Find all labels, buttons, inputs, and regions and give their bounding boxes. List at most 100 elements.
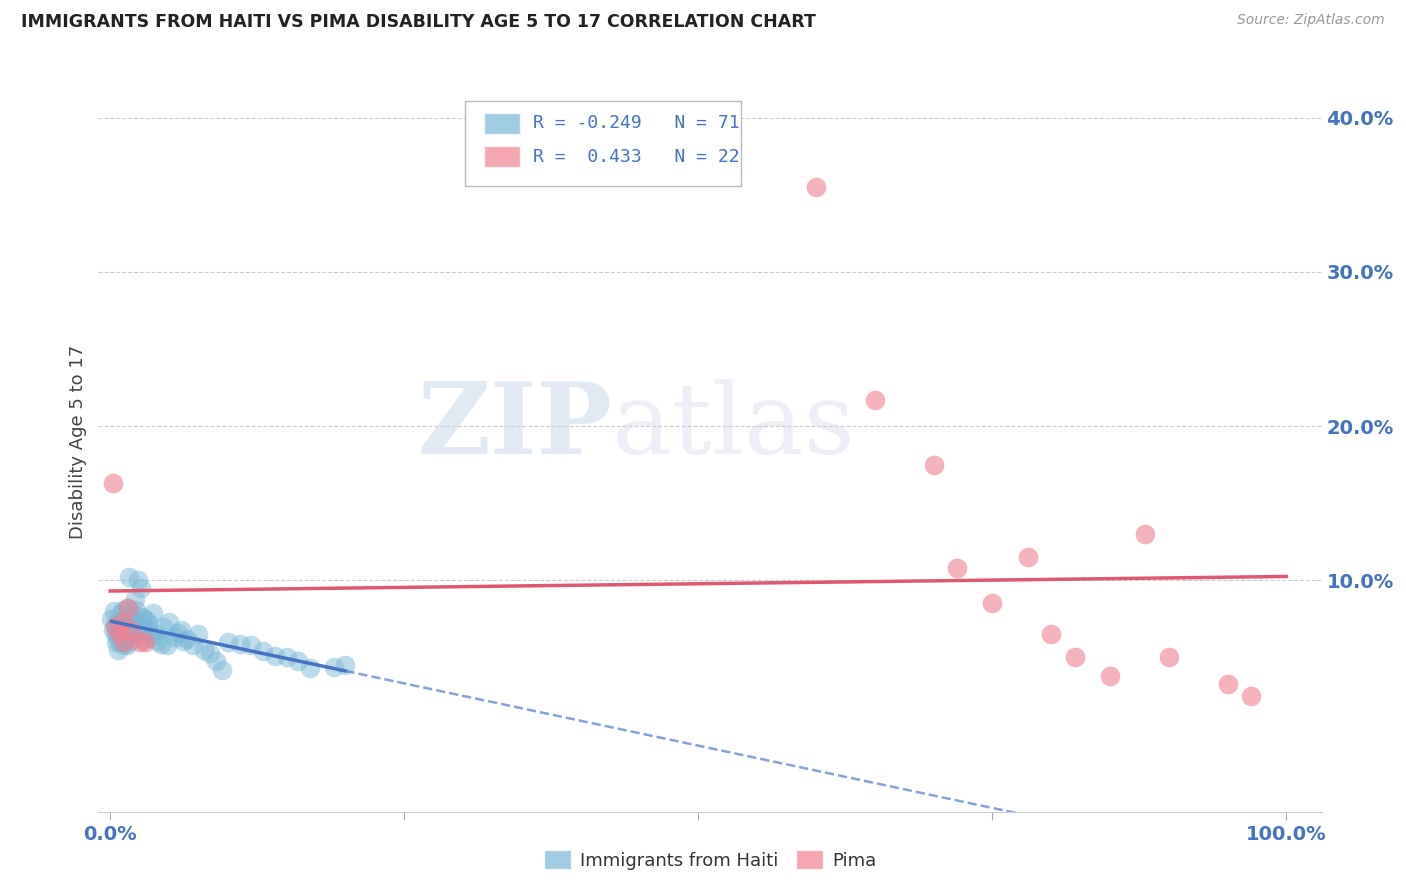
Point — [143, 625, 166, 640]
Point — [172, 633, 194, 648]
Point — [129, 581, 152, 595]
Point — [163, 631, 186, 645]
Legend: Immigrants from Haiti, Pima: Immigrants from Haiti, Pima — [536, 843, 884, 877]
Point — [108, 627, 131, 641]
Point — [120, 621, 142, 635]
Point — [122, 627, 145, 641]
Point — [111, 635, 134, 649]
Point — [138, 623, 160, 637]
Point — [108, 607, 131, 622]
Point — [112, 602, 135, 616]
Point — [1063, 650, 1085, 665]
Point — [101, 623, 124, 637]
Point — [981, 597, 1004, 611]
Point — [193, 642, 215, 657]
Point — [134, 635, 156, 649]
Point — [128, 624, 150, 639]
Point — [187, 627, 209, 641]
Point — [120, 610, 142, 624]
Text: atlas: atlas — [612, 379, 855, 475]
Point — [804, 180, 827, 194]
Point — [170, 623, 193, 637]
FancyBboxPatch shape — [484, 146, 520, 167]
Point — [120, 633, 142, 648]
Point — [181, 638, 204, 652]
Point — [276, 650, 298, 665]
Y-axis label: Disability Age 5 to 17: Disability Age 5 to 17 — [69, 344, 87, 539]
Point — [149, 637, 172, 651]
Point — [112, 638, 135, 652]
Point — [287, 654, 309, 668]
Point — [335, 658, 357, 673]
Point — [104, 616, 127, 631]
Point — [105, 627, 128, 641]
Point — [141, 606, 163, 620]
Point — [114, 612, 136, 626]
Point — [134, 612, 156, 626]
Point — [101, 476, 124, 491]
Point — [104, 619, 127, 633]
Point — [125, 602, 148, 616]
Point — [211, 663, 233, 677]
Text: Source: ZipAtlas.com: Source: ZipAtlas.com — [1237, 13, 1385, 28]
Point — [110, 621, 132, 635]
Point — [112, 635, 135, 649]
Point — [1017, 550, 1039, 565]
Point — [120, 623, 142, 637]
Point — [205, 654, 228, 668]
Point — [1157, 650, 1180, 665]
Point — [105, 619, 128, 633]
Point — [946, 561, 969, 575]
Point — [111, 615, 134, 629]
Point — [111, 629, 134, 643]
Point — [115, 601, 138, 615]
Point — [132, 621, 155, 635]
Point — [100, 612, 122, 626]
Point — [136, 615, 159, 629]
Point — [176, 632, 198, 646]
Point — [157, 615, 180, 629]
Point — [118, 570, 141, 584]
Point — [107, 642, 129, 657]
Point — [141, 631, 163, 645]
Point — [131, 610, 153, 624]
Point — [127, 574, 149, 588]
Point — [1240, 689, 1263, 703]
Point — [217, 635, 239, 649]
Point — [167, 625, 190, 640]
Point — [1040, 627, 1063, 641]
Point — [117, 625, 139, 640]
Point — [117, 601, 139, 615]
Point — [108, 625, 131, 640]
FancyBboxPatch shape — [465, 101, 741, 186]
Text: R =  0.433   N = 22: R = 0.433 N = 22 — [533, 147, 740, 166]
Point — [322, 659, 344, 673]
FancyBboxPatch shape — [484, 112, 520, 134]
Point — [118, 616, 141, 631]
Point — [156, 638, 179, 652]
Point — [128, 635, 150, 649]
Point — [299, 661, 322, 675]
Point — [198, 646, 221, 660]
Point — [121, 607, 143, 622]
Point — [146, 633, 169, 648]
Point — [115, 638, 138, 652]
Point — [103, 604, 125, 618]
Point — [112, 623, 135, 637]
Point — [107, 632, 129, 646]
Point — [134, 632, 156, 646]
Point — [1216, 676, 1239, 690]
Point — [922, 458, 945, 472]
Point — [114, 631, 136, 645]
Text: ZIP: ZIP — [418, 378, 612, 475]
Point — [252, 644, 274, 658]
Point — [1135, 527, 1157, 541]
Point — [1098, 669, 1121, 683]
Point — [228, 637, 250, 651]
Point — [263, 648, 285, 663]
Text: R = -0.249   N = 71: R = -0.249 N = 71 — [533, 114, 740, 132]
Point — [105, 635, 128, 649]
Point — [110, 615, 132, 629]
Point — [124, 591, 146, 606]
Point — [240, 638, 263, 652]
